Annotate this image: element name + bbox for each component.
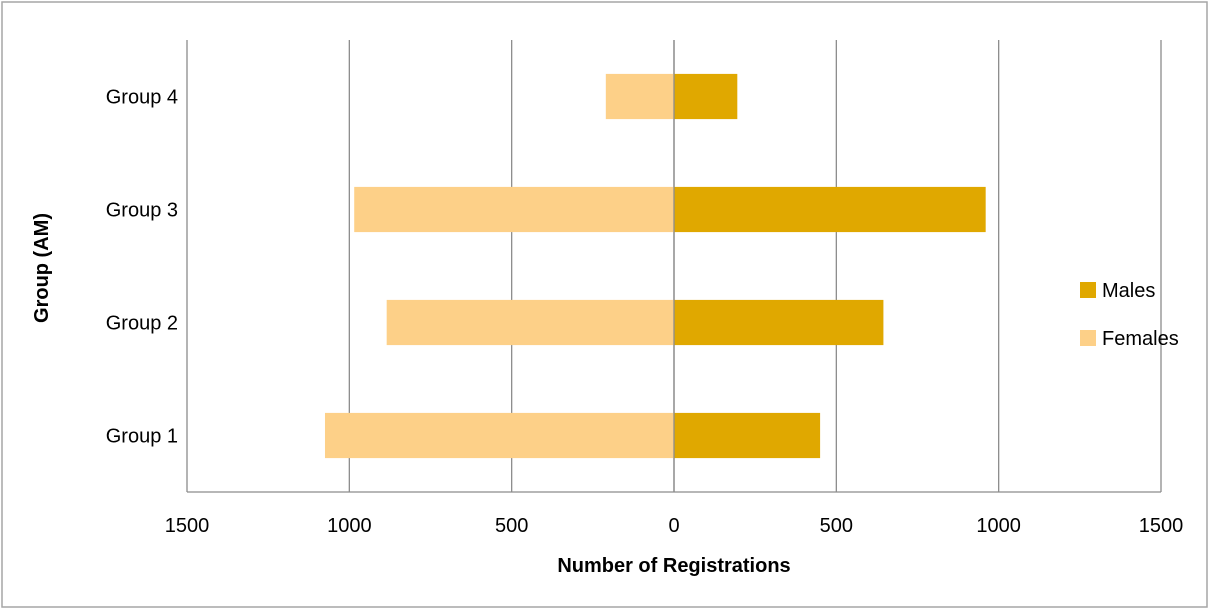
female-bar	[324, 412, 674, 459]
legend-label: Females	[1102, 328, 1179, 350]
x-tick-label: 1000	[976, 515, 1021, 537]
female-bar	[605, 73, 674, 120]
x-tick-label: 1500	[1139, 515, 1184, 537]
male-bar	[674, 73, 738, 120]
x-tick-label: 1000	[327, 515, 372, 537]
legend-swatch	[1080, 282, 1096, 298]
male-bar	[674, 412, 821, 459]
y-category-label: Group 2	[106, 313, 178, 335]
x-tick-label: 0	[668, 515, 679, 537]
bars	[324, 73, 986, 459]
x-tick-label: 500	[820, 515, 853, 537]
y-category-label: Group 1	[106, 426, 178, 448]
y-category-label: Group 3	[106, 200, 178, 222]
female-bar	[386, 299, 674, 346]
y-axis-title: Group (AM)	[31, 213, 53, 323]
x-tick-label: 1500	[165, 515, 210, 537]
legend: Males Females	[1080, 280, 1179, 350]
y-category-label: Group 4	[106, 87, 178, 109]
axes: 1500 1000 500 0 500 1000 1500 Group 1 Group 2 Gro…	[106, 40, 1184, 537]
legend-label: Males	[1102, 280, 1155, 302]
legend-swatch	[1080, 330, 1096, 346]
female-bar	[354, 186, 674, 233]
x-tick-label: 500	[495, 515, 528, 537]
male-bar	[674, 299, 884, 346]
x-axis-title: Number of Registrations	[557, 555, 790, 577]
male-bar	[674, 186, 986, 233]
